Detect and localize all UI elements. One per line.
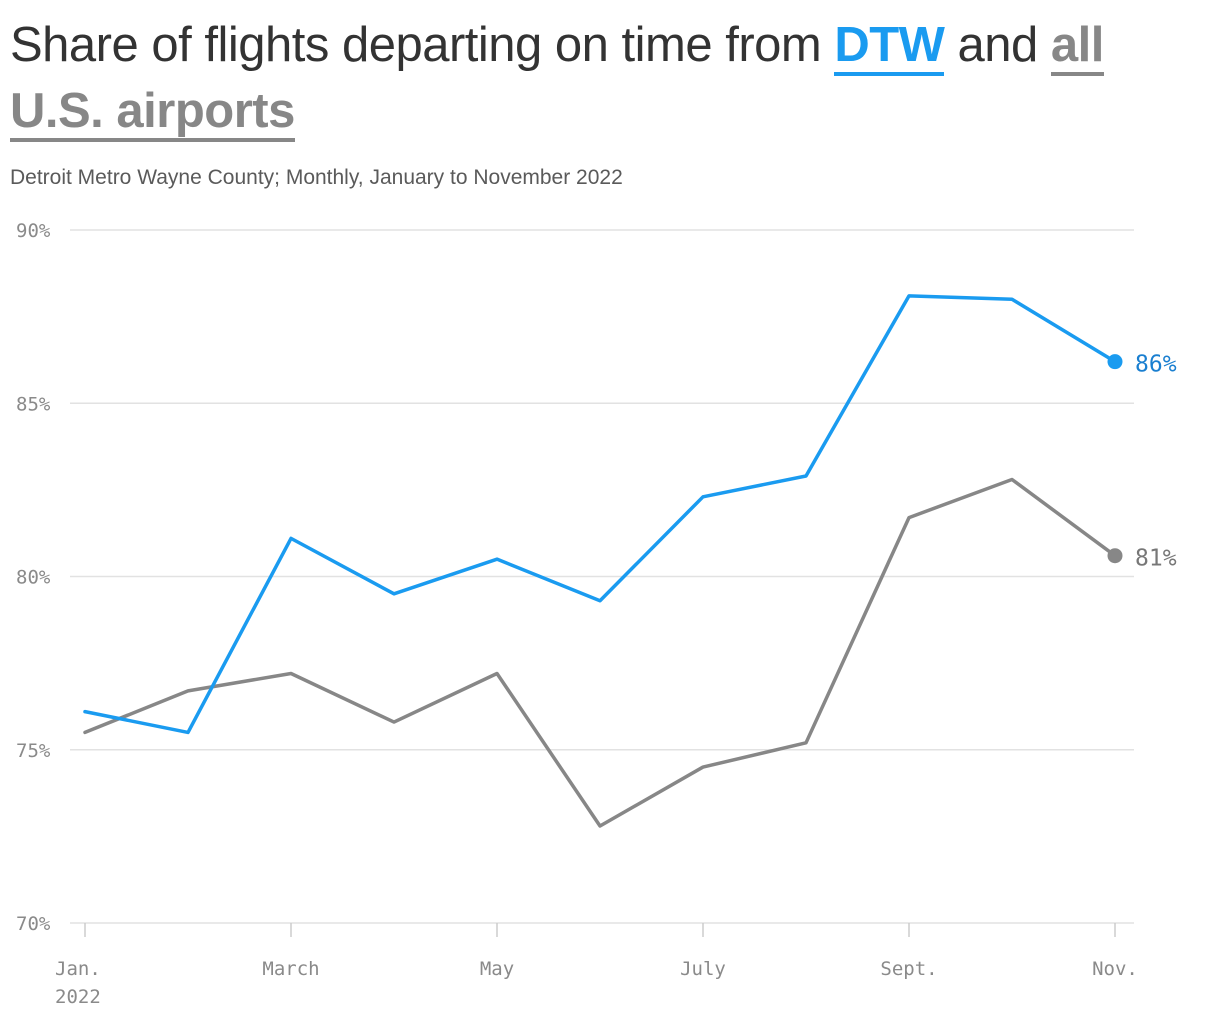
- chart-title: Share of flights departing on time from …: [10, 12, 1205, 144]
- chart-subtitle: Detroit Metro Wayne County; Monthly, Jan…: [10, 166, 623, 189]
- end-label-dtw: 86%: [1135, 352, 1177, 378]
- x-tick-label: Sept.: [880, 958, 937, 980]
- x-tick-sublabel: 2022: [55, 986, 101, 1008]
- x-tick-label: March: [262, 958, 319, 980]
- title-highlight-all-airports: all U.S. airports: [10, 18, 1104, 142]
- x-tick-label: July: [680, 958, 726, 980]
- x-axis: Jan. 2022 March May July Sept. Nov.: [55, 923, 1138, 1008]
- end-label-all-u-s-airports: 81%: [1135, 546, 1177, 572]
- title-prefix: Share of flights departing on time from: [10, 18, 835, 72]
- y-tick-label: 80%: [16, 567, 51, 589]
- series-lines: [83, 294, 1123, 828]
- x-tick-label: May: [480, 958, 514, 980]
- series-line-all-u-s-airports: [83, 477, 1117, 828]
- grid-lines: 70% 75% 80% 85% 90%: [16, 220, 1134, 935]
- title-middle: and: [944, 18, 1051, 72]
- y-tick-label: 85%: [16, 393, 51, 415]
- endpoint-marker-all-u-s-airports: [1107, 548, 1123, 564]
- endpoint-marker-dtw: [1107, 354, 1123, 370]
- x-tick-label: Jan.: [55, 958, 101, 980]
- series-line-dtw: [83, 294, 1117, 735]
- y-tick-label: 70%: [16, 913, 51, 935]
- end-labels: 81% 86%: [1135, 352, 1177, 572]
- y-tick-label: 90%: [16, 220, 51, 242]
- title-highlight-dtw: DTW: [834, 18, 945, 76]
- x-tick-label: Nov.: [1092, 958, 1138, 980]
- y-tick-label: 75%: [16, 740, 51, 762]
